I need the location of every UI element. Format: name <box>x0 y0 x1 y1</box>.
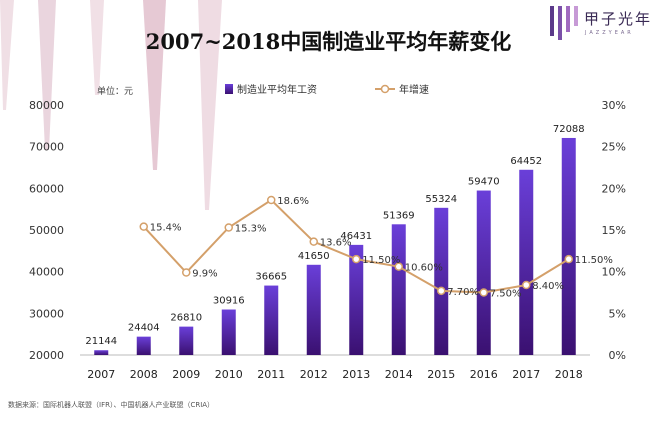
deco-stripe <box>0 0 14 110</box>
bar-value-label: 51369 <box>383 210 415 221</box>
y-right-tick-label: 5% <box>609 307 626 320</box>
x-tick-label: 2011 <box>257 368 285 381</box>
bar-value-label: 30916 <box>213 296 245 307</box>
bar-2017 <box>519 169 534 355</box>
y-left-tick-label: 80000 <box>29 99 64 112</box>
brand-subtitle: JAZZYEAR <box>585 30 634 36</box>
bar-value-label: 21144 <box>85 336 117 347</box>
x-tick-label: 2016 <box>470 368 498 381</box>
bar-value-label: 55324 <box>425 194 457 205</box>
y-left-tick-label: 20000 <box>29 349 64 362</box>
bar-2018 <box>561 137 576 355</box>
legend-line-label: 年增速 <box>399 83 429 96</box>
growth-value-label: 9.9% <box>192 269 217 280</box>
x-tick-label: 2014 <box>385 368 413 381</box>
legend-bar-label: 制造业平均年工资 <box>237 83 317 96</box>
y-left-tick-label: 60000 <box>29 182 64 195</box>
x-tick-label: 2008 <box>130 368 158 381</box>
bar-value-label: 59470 <box>468 177 500 188</box>
bar-2011 <box>264 285 279 355</box>
deco-stripe <box>198 0 222 210</box>
growth-value-label: 18.6% <box>277 196 309 207</box>
bar-2014 <box>391 224 406 355</box>
y-right-tick-label: 10% <box>602 266 626 279</box>
x-tick-label: 2010 <box>215 368 243 381</box>
y-right-tick-label: 0% <box>609 349 626 362</box>
x-tick-label: 2018 <box>555 368 583 381</box>
growth-point-2014 <box>394 262 403 271</box>
bar-value-label: 64452 <box>510 156 542 167</box>
logo-mark-icon <box>550 6 578 40</box>
deco-stripe <box>90 0 104 95</box>
x-tick-label: 2013 <box>342 368 370 381</box>
bar-2008 <box>136 336 151 355</box>
y-left-tick-label: 50000 <box>29 224 64 237</box>
growth-value-label: 8.40% <box>532 281 564 292</box>
y-right-tick-label: 15% <box>602 224 626 237</box>
legend-line-marker <box>380 84 390 94</box>
x-tick-label: 2007 <box>87 368 115 381</box>
bar-value-label: 72088 <box>553 124 585 135</box>
growth-value-label: 11.50% <box>362 255 400 266</box>
unit-label: 单位：元 <box>97 85 133 97</box>
bar-2012 <box>306 264 321 355</box>
growth-point-2018 <box>564 254 573 264</box>
legend-bar-swatch <box>225 84 233 94</box>
growth-value-label: 10.60% <box>405 263 443 274</box>
y-right-tick-label: 20% <box>602 182 626 195</box>
bar-value-label: 41650 <box>298 251 330 262</box>
growth-value-label: 11.50% <box>575 255 613 266</box>
growth-value-label: 7.50% <box>490 289 522 300</box>
growth-point-2009 <box>182 268 191 277</box>
chart-title: 2007~2018中国制造业平均年薪变化 <box>145 29 512 54</box>
y-left-tick-label: 40000 <box>29 266 64 279</box>
growth-point-2015 <box>437 286 446 296</box>
growth-value-label: 13.6% <box>320 238 352 249</box>
brand-logo: 甲子光年 JAZZYEAR <box>548 4 653 44</box>
growth-point-2011 <box>267 195 276 205</box>
y-left-tick-label: 70000 <box>29 141 64 154</box>
bar-2009 <box>179 326 194 355</box>
growth-point-2010 <box>224 223 233 232</box>
legend: 制造业平均年工资 年增速 <box>225 83 429 96</box>
growth-value-label: 15.3% <box>235 224 267 235</box>
bar-value-label: 36665 <box>255 272 287 283</box>
bar-2013 <box>349 244 364 355</box>
brand-name: 甲子光年 <box>584 10 653 28</box>
bar-value-label: 26810 <box>170 313 202 324</box>
bar-2010 <box>221 309 236 355</box>
x-tick-label: 2017 <box>512 368 540 381</box>
bar-value-label: 24404 <box>128 323 160 334</box>
bar-2015 <box>434 207 449 355</box>
y-left-tick-label: 30000 <box>29 307 64 320</box>
deco-stripe <box>143 0 166 170</box>
growth-point-2017 <box>522 280 531 290</box>
growth-point-2013 <box>352 254 361 264</box>
x-tick-label: 2015 <box>427 368 455 381</box>
x-tick-label: 2012 <box>300 368 328 381</box>
growth-point-2012 <box>309 237 318 246</box>
growth-point-2008 <box>139 222 148 231</box>
growth-value-label: 15.4% <box>150 223 182 234</box>
source-note: 数据来源：国际机器人联盟（IFR）、中国机器人产业联盟（CRIA） <box>8 401 215 409</box>
y-right-tick-label: 25% <box>602 141 626 154</box>
growth-point-2016 <box>479 288 488 297</box>
x-tick-label: 2009 <box>172 368 200 381</box>
bar-2016 <box>476 190 491 355</box>
bar-2007 <box>94 350 109 355</box>
growth-value-label: 7.70% <box>447 287 479 298</box>
bar-value-label: 46431 <box>340 231 372 242</box>
y-right-tick-label: 30% <box>602 99 626 112</box>
deco-stripe <box>38 0 56 150</box>
